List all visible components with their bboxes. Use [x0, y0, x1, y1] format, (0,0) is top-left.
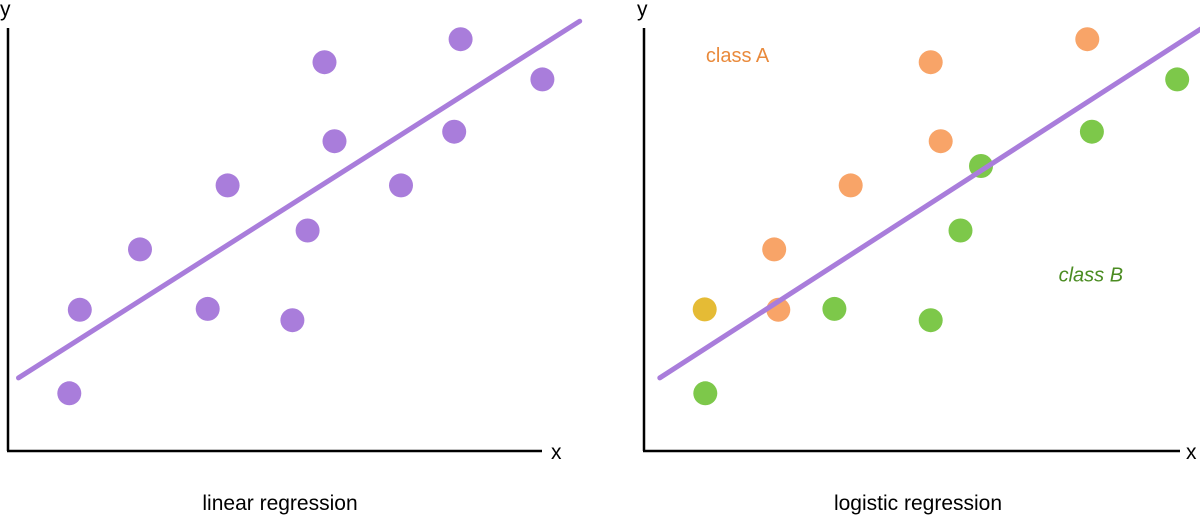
class-annotation: class B [1059, 264, 1123, 286]
plot-area: class A class B [657, 26, 1200, 406]
data-point [195, 296, 220, 321]
data-point [530, 67, 555, 92]
data-point [822, 296, 847, 321]
logistic-regression-panel: y x class A class B logistic regression [637, 0, 1200, 515]
y-axis-label: y [637, 0, 648, 21]
y-axis-label: y [0, 0, 11, 21]
data-point [448, 27, 473, 52]
data-point [928, 129, 953, 154]
chart-caption: logistic regression [834, 492, 1002, 515]
data-point [67, 297, 92, 322]
data-point [1165, 67, 1190, 92]
regression-line [16, 18, 583, 381]
data-point [918, 308, 943, 333]
regression-line [657, 26, 1200, 381]
data-point [280, 308, 305, 333]
data-point [389, 173, 413, 198]
data-point [948, 218, 973, 243]
data-point [295, 218, 320, 243]
data-point [762, 237, 787, 262]
x-axis-label: x [551, 441, 562, 464]
plot-area [16, 18, 583, 406]
data-point [918, 50, 943, 75]
data-point [442, 119, 467, 144]
data-point [1075, 27, 1100, 52]
data-point [693, 381, 718, 406]
class-annotation: class A [706, 45, 770, 67]
data-point [838, 173, 863, 198]
data-point [1079, 119, 1104, 144]
data-point [312, 50, 337, 75]
data-point [215, 173, 240, 198]
linear-regression-panel: y x linear regression [0, 0, 583, 515]
data-point [128, 237, 152, 262]
data-point [692, 297, 717, 322]
chart-caption: linear regression [202, 492, 357, 515]
data-point [322, 129, 347, 154]
x-axis-label: x [1186, 441, 1197, 464]
data-point [57, 381, 82, 406]
